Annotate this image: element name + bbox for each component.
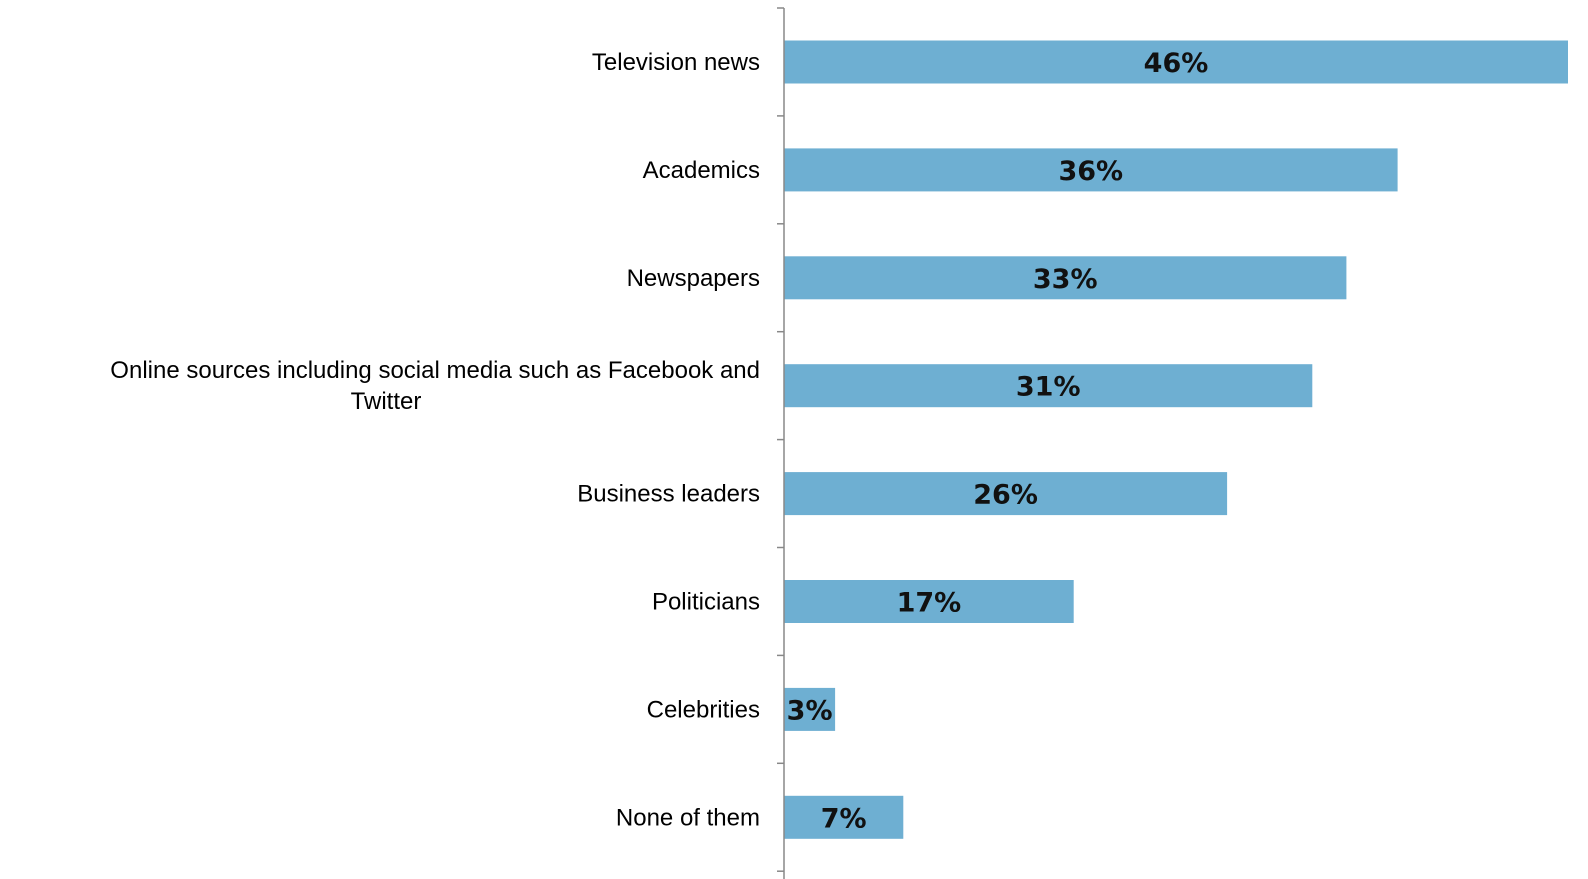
- category-axis: [777, 7, 785, 879]
- data-label: 46%: [1144, 48, 1209, 79]
- value-labels-group: 46% 36% 33% 31% 26% 17% 3% 7%: [787, 48, 1209, 834]
- category-labels-group: Television news Academics Newspapers Online…: [110, 49, 760, 831]
- category-label: Academics: [643, 157, 760, 184]
- data-label: 3%: [787, 695, 833, 726]
- data-label: 26%: [973, 480, 1038, 511]
- category-label: Politicians: [652, 589, 760, 616]
- bar: [784, 148, 1398, 192]
- data-label: 36%: [1058, 156, 1123, 187]
- category-label: Newspapers: [627, 265, 760, 292]
- category-label: Business leaders: [577, 481, 760, 508]
- category-label: Television news: [592, 49, 760, 76]
- bar: [784, 256, 1347, 300]
- bar: [784, 364, 1313, 408]
- category-label: None of them: [616, 804, 760, 831]
- bar: [784, 40, 1568, 84]
- data-label: 7%: [821, 803, 867, 834]
- category-label: Online sources including social media su…: [110, 357, 760, 415]
- bar: [784, 795, 904, 839]
- data-label: 17%: [897, 588, 962, 619]
- bar: [784, 472, 1228, 516]
- data-label: 31%: [1016, 372, 1081, 403]
- category-label: Celebrities: [647, 696, 760, 723]
- data-label: 33%: [1033, 264, 1098, 295]
- bar: [784, 580, 1074, 623]
- bar: [784, 687, 836, 731]
- bars-group: [784, 40, 1568, 839]
